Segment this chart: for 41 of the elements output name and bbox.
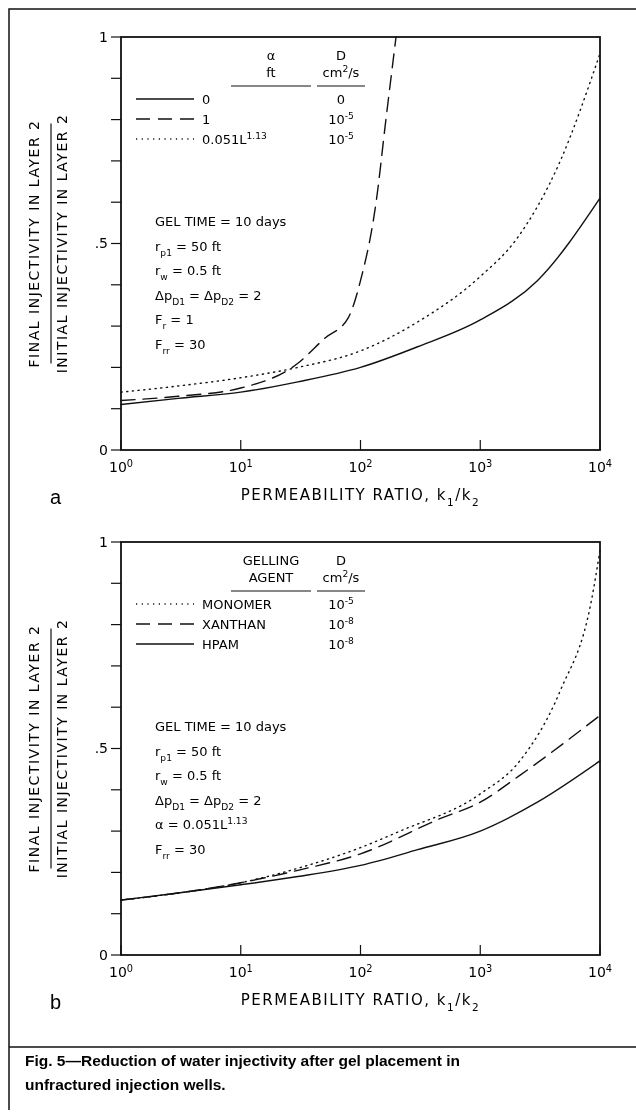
y-tick-label: .5 [94,740,108,757]
caption: Fig. 5—Reduction of water injectivity after gel placement in unfractured injection wells. [25,1052,460,1093]
x-tick-label: 10$^{0}$ [108,457,134,475]
x-tick-label: 10$^{3}$ [468,962,493,980]
legend-label: HPAM [202,636,239,652]
annotation: 10$^{-5}$ [328,595,354,612]
text: GEL TIME = 10 days r$_{p1}$ = 50 ft r$_{w}$ = 0.5 ft Δp$_{D1}$ = Δp$_{D2}$ = 2 α = 0.051L$^{1.13}$ F$_{rr}$ = 30 [155,719,287,861]
annotation: 0 [336,91,346,107]
annotation: 10$^{-5}$ [328,130,354,147]
x-tick-label: 10$^{3}$ [468,457,493,475]
x-tick-label: 10$^{2}$ [348,962,373,980]
y-tick-label: .5 [94,235,108,252]
x-tick-label: 10$^{1}$ [228,457,253,475]
x-axis-title: PERMEABILITY RATIO, k$_{1}$/k$_{2}$ [240,486,481,508]
y-tick-label: 1 [99,28,108,45]
annotation: 10$^{-5}$ [328,110,354,127]
y-tick-label: 1 [99,533,108,550]
annotation: GELLING AGENT [242,553,300,585]
annotation: D cm$^{2}$/s [322,48,360,80]
y-axis-title: FINAL INJECTIVITY IN LAYER 2 INITIAL INJECTIVITY IN LAYER 2 [26,618,70,879]
x-tick-label: 10$^{1}$ [228,962,253,980]
annotation: 10$^{-8}$ [328,615,355,632]
y-tick-label: 0 [99,441,108,458]
legend-label: 0 [202,91,211,107]
annotation: 10$^{-8}$ [328,635,355,652]
text: GEL TIME = 10 days r$_{p1}$ = 50 ft r$_{w}$ = 0.5 ft Δp$_{D1}$ = Δp$_{D2}$ = 2 F$_{r}$ = 1 F$_{rr}$ = 30 [155,214,287,356]
x-tick-label: 10$^{0}$ [108,962,134,980]
text: b [50,991,62,1013]
x-axis-title: PERMEABILITY RATIO, k$_{1}$/k$_{2}$ [240,991,481,1013]
y-tick-label: 0 [99,946,108,963]
x-tick-label: 10$^{2}$ [348,457,373,475]
annotation: α ft [266,48,276,80]
text: a [50,486,62,508]
legend-label: XANTHAN [202,616,266,632]
legend-label: 1 [202,111,211,127]
annotation: D cm$^{2}$/s [322,553,360,585]
x-tick-label: 10$^{4}$ [587,457,613,475]
legend-label: MONOMER [202,596,272,612]
x-tick-label: 10$^{4}$ [587,962,613,980]
legend-label: 0.051L$^{1.13}$ [202,130,267,147]
y-axis-title: FINAL INJECTIVITY IN LAYER 2 INITIAL INJECTIVITY IN LAYER 2 [26,113,70,374]
